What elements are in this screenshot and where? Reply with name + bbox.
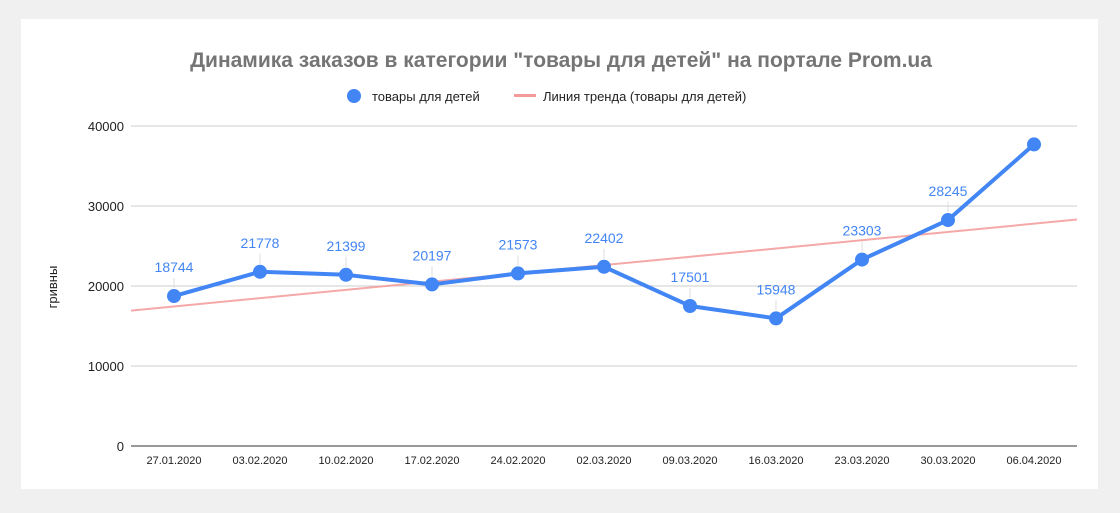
data-label: 18744	[155, 259, 194, 275]
data-label: 15948	[757, 281, 796, 297]
legend-marker-trendline	[514, 94, 536, 97]
y-tick-label: 30000	[88, 199, 124, 214]
data-point	[167, 289, 181, 304]
x-tick-label: 06.04.2020	[1006, 455, 1061, 467]
data-point	[597, 259, 611, 274]
data-label: 21573	[499, 236, 538, 252]
x-axis-ticks: 27.01.2020 03.02.2020 10.02.2020 17.02.2020…	[146, 455, 1061, 467]
data-label: 21778	[241, 235, 280, 251]
y-tick-label: 40000	[88, 119, 124, 134]
legend-marker-series	[347, 89, 361, 103]
x-tick-label: 27.01.2020	[146, 455, 201, 467]
series-layer	[167, 137, 1041, 326]
x-tick-label: 09.03.2020	[662, 455, 717, 467]
data-point	[1027, 137, 1041, 152]
data-point	[253, 264, 267, 279]
x-tick-label: 24.02.2020	[490, 455, 545, 467]
chart-card: Динамика заказов в категории "товары для…	[21, 19, 1098, 489]
x-tick-label: 03.02.2020	[232, 455, 287, 467]
data-label: 23303	[843, 223, 882, 239]
x-tick-label: 16.03.2020	[748, 455, 803, 467]
y-axis-ticks: 0 10000 20000 30000 40000	[88, 119, 124, 454]
x-tick-label: 17.02.2020	[404, 455, 459, 467]
legend-label-trendline: Линия тренда (товары для детей)	[543, 89, 746, 104]
x-tick-label: 30.03.2020	[920, 455, 975, 467]
data-point	[511, 266, 525, 281]
line-chart: Динамика заказов в категории "товары для…	[45, 49, 1078, 467]
data-point	[769, 311, 783, 326]
data-label: 22402	[585, 230, 624, 246]
x-tick-label: 23.03.2020	[834, 455, 889, 467]
y-tick-label: 20000	[88, 279, 124, 294]
y-tick-label: 0	[117, 439, 124, 454]
x-tick-label: 02.03.2020	[576, 455, 631, 467]
data-point	[425, 277, 439, 292]
data-point	[339, 267, 353, 282]
data-point	[855, 252, 869, 267]
gridlines	[131, 125, 1077, 447]
data-label: 17501	[671, 269, 710, 285]
legend-label-series: товары для детей	[372, 89, 480, 104]
data-point	[941, 213, 955, 228]
y-axis-label: гривны	[45, 266, 60, 309]
data-point	[683, 298, 697, 313]
chart-title: Динамика заказов в категории "товары для…	[190, 49, 932, 72]
data-label: 28245	[929, 183, 968, 199]
x-tick-label: 10.02.2020	[318, 455, 373, 467]
data-label: 20197	[413, 247, 452, 263]
data-labels: 18744 21778 21399 20197 21573 22402 17501 15948…	[155, 183, 968, 311]
data-label: 21399	[327, 238, 366, 254]
y-tick-label: 10000	[88, 359, 124, 374]
legend: товары для детей Линия тренда (товары дл…	[347, 89, 746, 104]
